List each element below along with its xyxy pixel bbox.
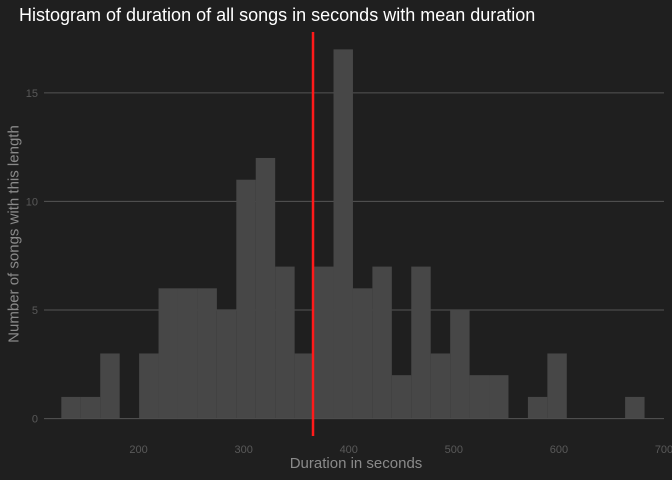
histogram-bar [80, 396, 101, 419]
x-tick-label: 700 [655, 444, 672, 456]
histogram-bar [450, 310, 470, 419]
y-tick-label: 0 [32, 414, 38, 426]
histogram-bar [625, 396, 645, 419]
histogram-bar [158, 288, 178, 419]
histogram-bar [61, 396, 81, 419]
x-axis-title: Duration in seconds [289, 455, 423, 472]
histogram-bar [469, 375, 490, 419]
x-tick-label: 400 [340, 444, 358, 456]
histogram-bar [333, 49, 353, 419]
histogram-bar [177, 288, 198, 419]
histogram-bar [100, 353, 120, 419]
histogram-bar [391, 375, 412, 419]
bars-layer [61, 49, 645, 419]
histogram-bar [294, 353, 315, 419]
histogram-bar [547, 353, 567, 419]
x-tick-label: 500 [445, 444, 463, 456]
histogram-bar [216, 310, 237, 419]
histogram-bar [372, 266, 392, 419]
histogram-bar [314, 266, 334, 419]
y-tick-label: 10 [26, 196, 38, 208]
histogram-bar [139, 353, 159, 419]
histogram-bar [411, 266, 431, 419]
x-tick-label: 300 [234, 444, 252, 456]
y-axis-title: Number of songs with this length [5, 125, 23, 343]
histogram-bar [527, 396, 548, 419]
histogram-bar [352, 288, 373, 419]
histogram-bar [236, 179, 256, 419]
histogram-bar [489, 375, 509, 419]
chart-title: Histogram of duration of all songs in se… [19, 5, 536, 25]
histogram-bar [430, 353, 451, 419]
tick-layer: 0 5 10 15 200 300 400 500 600 700 [26, 88, 672, 456]
x-tick-label: 200 [129, 444, 147, 456]
histogram-bar [255, 157, 276, 419]
y-tick-label: 5 [32, 305, 38, 317]
histogram-bar [197, 288, 217, 419]
y-tick-label: 15 [26, 88, 38, 100]
histogram-bar [275, 266, 295, 419]
x-tick-label: 600 [550, 444, 568, 456]
